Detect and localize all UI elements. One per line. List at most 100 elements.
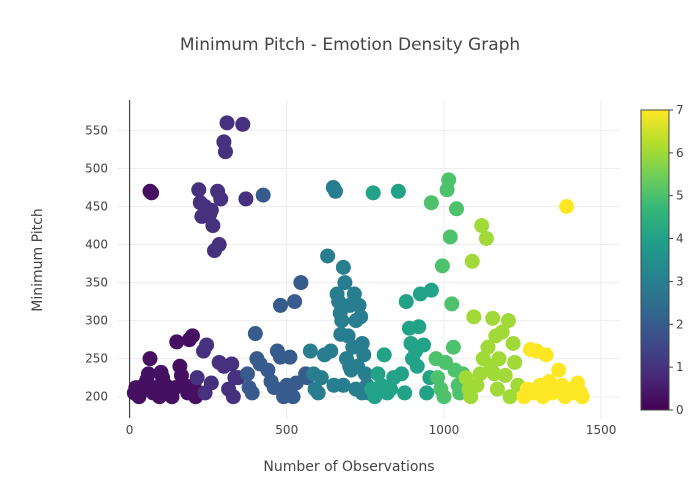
scatter-point [365, 185, 381, 201]
x-tick-label: 1000 [429, 423, 460, 437]
colorbar-tick-label: 4 [676, 232, 684, 246]
scatter-point [551, 362, 567, 378]
scatter-point [203, 202, 219, 218]
colorbar-tick-label: 2 [676, 317, 684, 331]
scatter-point [502, 389, 518, 405]
x-tick-label: 0 [126, 423, 134, 437]
x-tick-label: 500 [275, 423, 298, 437]
scatter-point [485, 310, 501, 326]
colorbar-tick-label: 7 [676, 103, 684, 117]
scatter-point [397, 385, 413, 401]
scatter-point [478, 230, 494, 246]
scatter-point [357, 366, 373, 382]
scatter-point [320, 248, 336, 264]
scatter-point [199, 337, 215, 353]
scatter-point [285, 389, 301, 405]
scatter-point [266, 380, 282, 396]
scatter-point [469, 377, 485, 393]
scatter-point [370, 366, 386, 382]
scatter-point [238, 191, 254, 207]
scatter-point [494, 324, 510, 340]
colorbar-ticks: 0 1 2 3 4 5 6 7 [669, 103, 684, 417]
scatter-point [216, 358, 232, 374]
scatter-point [211, 237, 227, 253]
colorbar-tick-label: 6 [676, 146, 684, 160]
scatter-point [351, 297, 367, 313]
scatter-point [225, 389, 241, 405]
scatter-point [335, 377, 351, 393]
scatter-point [390, 183, 406, 199]
points-layer [126, 115, 590, 405]
scatter-point [474, 218, 490, 234]
scatter-point [497, 367, 513, 383]
scatter-point [383, 381, 399, 397]
scatter-point [346, 286, 362, 302]
scatter-point [449, 201, 465, 217]
scatter-point [144, 185, 160, 201]
scatter-point [411, 319, 427, 335]
scatter-point [153, 364, 169, 380]
scatter-point [340, 328, 356, 344]
scatter-point [505, 335, 521, 351]
scatter-point [486, 366, 502, 382]
scatter-point [441, 172, 457, 188]
scatter-point [140, 366, 156, 382]
colorbar-tick-label: 0 [676, 403, 684, 417]
x-tick-label: 1500 [586, 423, 617, 437]
scatter-point [354, 335, 370, 351]
scatter-point [142, 351, 158, 367]
y-tick-label: 250 [85, 352, 108, 366]
scatter-point [219, 115, 235, 131]
scatter-point [353, 309, 369, 325]
scatter-point [169, 334, 185, 350]
colorbar-tick-label: 3 [676, 274, 684, 288]
scatter-point [442, 229, 458, 245]
colorbar-tick-label: 1 [676, 360, 684, 374]
scatter-point [423, 195, 439, 211]
scatter-point [444, 296, 460, 312]
scatter-point [235, 116, 251, 132]
scatter-point [159, 381, 175, 397]
y-tick-label: 550 [85, 123, 108, 137]
scatter-point [423, 282, 439, 298]
y-tick-label: 500 [85, 161, 108, 175]
scatter-point [337, 275, 353, 291]
scatter-point [434, 258, 450, 274]
scatter-point [489, 381, 505, 397]
scatter-point [287, 294, 303, 310]
scatter-point [184, 328, 200, 344]
scatter-point [376, 347, 392, 363]
y-tick-label: 350 [85, 276, 108, 290]
scatter-point [466, 309, 482, 325]
scatter-point [398, 294, 414, 310]
scatter-point [430, 370, 446, 386]
scatter-point [327, 183, 343, 199]
scatter-point [244, 385, 260, 401]
scatter-point [272, 297, 288, 313]
y-axis-title: Minimum Pitch [30, 208, 46, 311]
scatter-point [197, 385, 213, 401]
scatter-point [500, 313, 516, 329]
scatter-point [419, 385, 435, 401]
scatter-point [213, 191, 229, 207]
chart-title: Minimum Pitch - Emotion Density Graph [180, 35, 520, 55]
scatter-point [217, 144, 233, 160]
scatter-point [239, 366, 255, 382]
scatter-point [574, 389, 590, 405]
scatter-point [436, 389, 452, 405]
scatter-point [191, 182, 207, 198]
scatter-point [293, 275, 309, 291]
scatter-point [464, 253, 480, 269]
scatter-point [472, 366, 488, 382]
y-tick-label: 200 [85, 390, 108, 404]
y-tick-label: 450 [85, 200, 108, 214]
scatter-point [463, 389, 479, 405]
scatter-point [475, 351, 491, 367]
colorbar: 0 1 2 3 4 5 6 7 [640, 103, 684, 417]
scatter-point [394, 366, 410, 382]
scatter-point [260, 362, 276, 378]
scatter-point [480, 339, 496, 355]
y-tick-label: 300 [85, 314, 108, 328]
